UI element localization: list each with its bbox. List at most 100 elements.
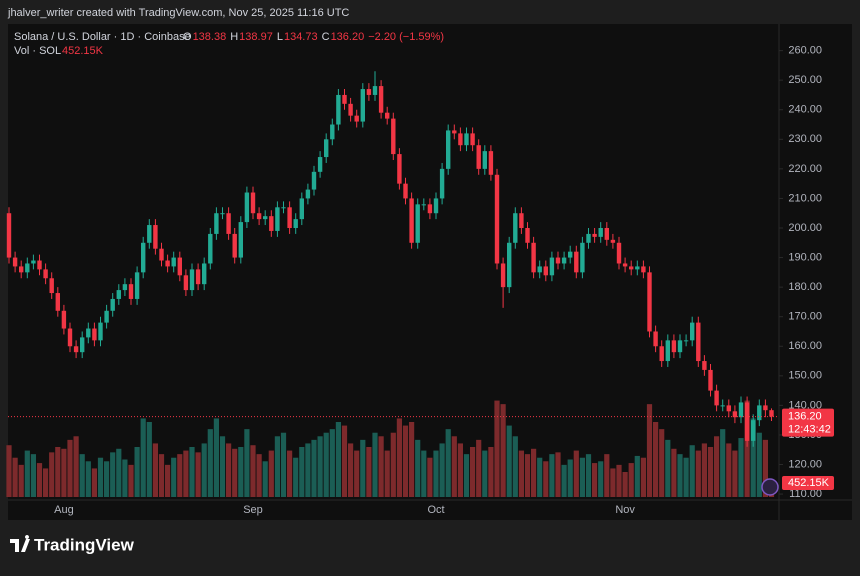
candle-body (732, 411, 738, 418)
volume-bar (158, 454, 165, 497)
volume-bar (238, 447, 244, 497)
volume-bar (482, 450, 488, 497)
volume-bar (433, 450, 439, 497)
candle-body (500, 263, 506, 288)
legend-key: H (230, 31, 238, 43)
y-tick-label: 190.00 (788, 251, 822, 263)
volume-bar (97, 457, 104, 497)
candle-body (683, 340, 689, 342)
volume-bar (73, 436, 79, 497)
volume-bar (585, 454, 592, 497)
volume-bar (470, 447, 476, 497)
volume-bar (384, 450, 390, 497)
volume-bar (634, 455, 640, 497)
volume-bar (232, 448, 238, 497)
candle-body (744, 402, 750, 441)
chart-panel (8, 24, 852, 520)
candle-body (98, 322, 103, 341)
candle-body (458, 133, 463, 146)
volume-bar (659, 429, 665, 497)
volume-bar (598, 461, 604, 497)
volume-bar (671, 448, 677, 497)
candle-body (561, 257, 567, 264)
candle-body (12, 257, 18, 267)
candle-body (61, 310, 67, 329)
candle-body (403, 183, 408, 199)
y-tick-label: 120.00 (788, 458, 822, 470)
volume-bar (262, 461, 268, 497)
volume-bar (67, 439, 73, 497)
legend-value: 136.20 (331, 31, 365, 43)
volume-bar (683, 457, 689, 497)
candle-body (128, 284, 134, 299)
legend-key: C (322, 31, 330, 43)
candle-body (543, 266, 548, 276)
candle-body (629, 266, 634, 270)
candle-body (238, 222, 243, 258)
candle-body (659, 346, 664, 362)
volume-bar (171, 457, 177, 497)
volume-bar (592, 463, 598, 497)
volume-bar (573, 450, 579, 497)
legend-key: O (183, 31, 192, 43)
candle-body (269, 216, 274, 231)
volume-bar (463, 454, 470, 497)
volume-bar (720, 429, 726, 497)
candle-body (287, 207, 292, 228)
candle-body (519, 213, 524, 228)
countdown: 12:43:42 (788, 424, 831, 436)
volume-bar (49, 452, 55, 497)
volume-bar (750, 418, 756, 497)
volume-bar (250, 445, 256, 497)
volume-bar (335, 422, 341, 497)
candle-body (610, 239, 616, 243)
volume-bar (311, 439, 317, 497)
candle-body (177, 257, 182, 276)
brand: TradingView (34, 535, 135, 554)
candle-body (665, 340, 670, 362)
volume-bar (317, 436, 323, 497)
volume-bar (567, 459, 573, 497)
candle-body (122, 284, 128, 291)
volume-bar (714, 436, 720, 497)
candle-body (348, 103, 353, 116)
volume-bar (24, 450, 30, 497)
candle-body (592, 233, 597, 237)
candle-body (183, 275, 189, 291)
volume-bar (579, 457, 585, 497)
candle-body (214, 213, 219, 234)
candle-body (43, 269, 48, 279)
x-tick-label: Sep (243, 504, 263, 516)
logo-mark (10, 535, 30, 552)
candle-body (641, 266, 646, 273)
candle-body (580, 242, 585, 273)
candle-body (299, 198, 304, 220)
candle-body (696, 322, 701, 362)
candle-body (366, 89, 372, 95)
candle-body (726, 405, 731, 412)
candle-body (49, 278, 54, 294)
volume-bar (116, 448, 122, 497)
candle-body (73, 346, 79, 353)
volume-bar (701, 443, 707, 497)
candle-body (360, 89, 365, 122)
volume-bar (689, 445, 695, 497)
volume-bar (43, 468, 49, 497)
candle-body (305, 189, 311, 199)
volume-bar (110, 452, 116, 497)
volume-bar (543, 461, 549, 497)
volume-bar (128, 464, 134, 497)
price-badge (782, 408, 834, 437)
volume-bar (207, 429, 213, 497)
candle-body (616, 242, 622, 264)
volume-bar (244, 429, 250, 497)
candle-body (317, 157, 323, 172)
tradingview-logo: TradingView (10, 535, 135, 554)
volume-bar (555, 452, 561, 497)
candle-body (275, 207, 280, 231)
volume-bar (732, 450, 738, 497)
volume-bar (104, 461, 110, 497)
candle-body (763, 405, 768, 411)
volume-bar (451, 436, 457, 497)
candle-body (622, 263, 628, 267)
